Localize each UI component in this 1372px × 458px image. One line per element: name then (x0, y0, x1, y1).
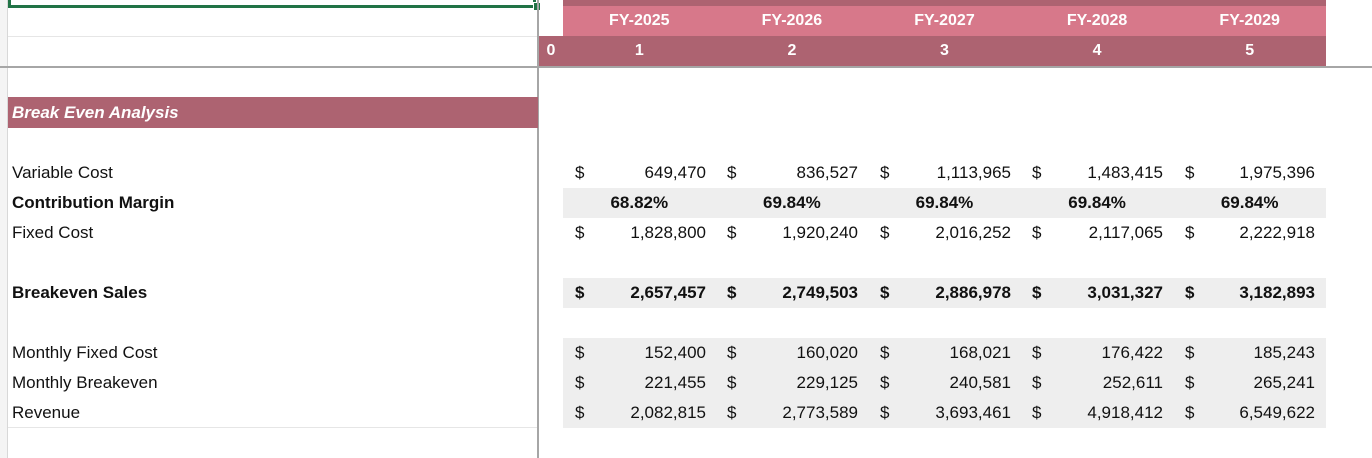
header-top-edge (563, 0, 1326, 6)
fixed-cost-value[interactable]: 2,117,065 (1088, 223, 1163, 242)
monthly-breakeven-value[interactable]: 229,125 (796, 373, 858, 392)
currency-symbol: $ (1185, 403, 1195, 422)
breakeven-sales-value[interactable]: 2,657,457 (630, 283, 706, 302)
currency-symbol: $ (575, 283, 585, 302)
breakeven-sales-value[interactable]: 2,749,503 (782, 283, 858, 302)
currency-symbol: $ (727, 343, 737, 362)
revenue-value[interactable]: 6,549,622 (1239, 403, 1315, 422)
monthly-breakeven-value[interactable]: 240,581 (949, 373, 1011, 392)
currency-symbol: $ (880, 343, 890, 362)
monthly-fixed-cost-value[interactable]: 168,021 (949, 343, 1011, 362)
fixed-cost-value[interactable]: 1,920,240 (782, 223, 858, 242)
fixed-cost-value[interactable]: 1,828,800 (630, 223, 706, 242)
monthly-breakeven-value[interactable]: 221,455 (644, 373, 706, 392)
currency-symbol: $ (1032, 223, 1042, 242)
selected-cell-border[interactable] (8, 0, 536, 8)
monthly-fixed-cost-value[interactable]: 152,400 (644, 343, 706, 362)
year-header[interactable]: FY-2028 (1066, 12, 1128, 29)
monthly-fixed-cost-value[interactable]: 176,422 (1101, 343, 1163, 362)
currency-symbol: $ (1185, 343, 1195, 362)
year-header[interactable]: FY-2025 (609, 12, 670, 29)
revenue-value[interactable]: 2,773,589 (782, 403, 858, 422)
row-label-monthly-breakeven[interactable]: Monthly Breakeven (12, 373, 158, 392)
contribution-margin-value[interactable]: 69.84% (1068, 193, 1126, 212)
grid-line (8, 427, 538, 428)
row-shade (563, 398, 1326, 428)
year-header[interactable]: FY-2027 (914, 12, 975, 29)
currency-symbol: $ (880, 163, 890, 182)
period-index[interactable]: 2 (787, 42, 797, 59)
variable-cost-value[interactable]: 1,113,965 (936, 163, 1011, 182)
currency-symbol: $ (727, 163, 737, 182)
currency-symbol: $ (880, 373, 890, 392)
breakeven-sales-value[interactable]: 3,031,327 (1087, 283, 1163, 302)
currency-symbol: $ (727, 373, 737, 392)
monthly-fixed-cost-value[interactable]: 160,020 (796, 343, 858, 362)
row-shade (563, 368, 1326, 398)
row-label-revenue[interactable]: Revenue (12, 403, 81, 422)
currency-symbol: $ (727, 403, 737, 422)
row-label-contribution-margin[interactable]: Contribution Margin (12, 193, 175, 212)
currency-symbol: $ (575, 373, 585, 392)
currency-symbol: $ (1032, 283, 1042, 302)
period-index[interactable]: 4 (1092, 42, 1102, 59)
year-header[interactable]: FY-2026 (761, 12, 823, 29)
monthly-fixed-cost-value[interactable]: 185,243 (1253, 343, 1315, 362)
period-index-zero[interactable]: 0 (546, 42, 556, 59)
currency-symbol: $ (1032, 373, 1042, 392)
currency-symbol: $ (1185, 373, 1195, 392)
currency-symbol: $ (1185, 223, 1195, 242)
monthly-breakeven-value[interactable]: 252,611 (1102, 373, 1163, 392)
row-shade (563, 278, 1326, 308)
period-index[interactable]: 3 (940, 42, 949, 59)
currency-symbol: $ (1185, 163, 1195, 182)
currency-symbol: $ (727, 223, 737, 242)
currency-symbol: $ (880, 283, 890, 302)
fixed-cost-value[interactable]: 2,222,918 (1239, 223, 1315, 242)
row-shade (563, 188, 1326, 218)
breakeven-sales-value[interactable]: 2,886,978 (935, 283, 1011, 302)
year-header[interactable]: FY-2029 (1219, 12, 1280, 29)
row-label-breakeven-sales[interactable]: Breakeven Sales (12, 283, 148, 302)
row-shade (563, 338, 1326, 368)
currency-symbol: $ (575, 223, 585, 242)
contribution-margin-value[interactable]: 69.84% (915, 193, 974, 212)
row-label-variable-cost[interactable]: Variable Cost (12, 163, 113, 182)
section-title-break-even[interactable]: Break Even Analysis (8, 97, 538, 128)
fiscal-year-header-row: FY-2025 FY-2026 FY-2027 FY-2028 FY-2029 (563, 6, 1326, 36)
currency-symbol: $ (1032, 403, 1042, 422)
variable-cost-value[interactable]: 836,527 (796, 163, 858, 182)
monthly-breakeven-value[interactable]: 265,241 (1253, 373, 1315, 392)
currency-symbol: $ (1032, 343, 1042, 362)
contribution-margin-value[interactable]: 68.82% (610, 193, 669, 212)
currency-symbol: $ (1185, 283, 1195, 302)
currency-symbol: $ (575, 343, 585, 362)
variable-cost-value[interactable]: 649,470 (644, 163, 706, 182)
revenue-value[interactable]: 3,693,461 (935, 403, 1011, 422)
row-label-fixed-cost[interactable]: Fixed Cost (12, 223, 94, 242)
currency-symbol: $ (880, 223, 890, 242)
period-index[interactable]: 1 (634, 42, 644, 59)
currency-symbol: $ (575, 163, 585, 182)
variable-cost-value[interactable]: 1,483,415 (1087, 163, 1163, 182)
period-index[interactable]: 5 (1245, 42, 1255, 59)
currency-symbol: $ (880, 403, 890, 422)
currency-symbol: $ (575, 403, 585, 422)
breakeven-sales-value[interactable]: 3,182,893 (1239, 283, 1315, 302)
frozen-column-divider (537, 0, 539, 458)
period-index-row: 0 1 2 3 4 5 (539, 36, 1326, 66)
variable-cost-value[interactable]: 1,975,396 (1239, 163, 1315, 182)
currency-symbol: $ (727, 283, 737, 302)
grid-line (8, 36, 538, 37)
row-header-gutter (0, 0, 8, 458)
revenue-value[interactable]: 2,082,815 (630, 403, 706, 422)
row-label-monthly-fixed-cost[interactable]: Monthly Fixed Cost (12, 343, 158, 362)
contribution-margin-value[interactable]: 69.84% (1220, 193, 1279, 212)
revenue-value[interactable]: 4,918,412 (1087, 403, 1163, 422)
contribution-margin-value[interactable]: 69.84% (763, 193, 821, 212)
fixed-cost-value[interactable]: 2,016,252 (935, 223, 1011, 242)
frozen-row-divider (0, 66, 1372, 68)
currency-symbol: $ (1032, 163, 1042, 182)
